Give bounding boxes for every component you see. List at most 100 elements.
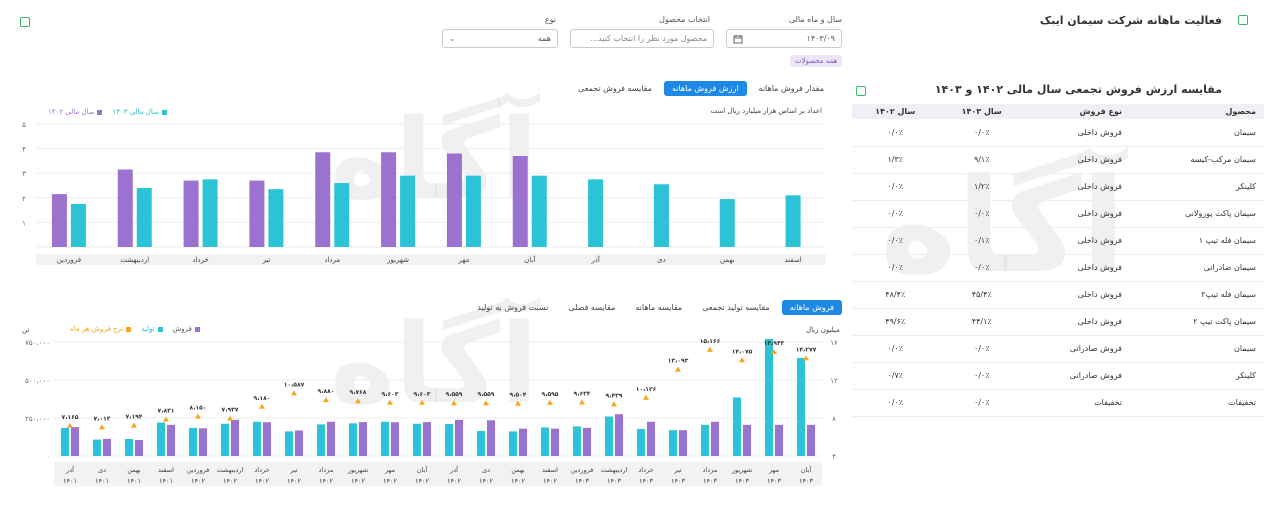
x-tick-month: خرداد (254, 466, 269, 474)
tab-cumulative-production[interactable]: مقایسه تولید تجمعی (702, 303, 770, 312)
rate-data-label: ۷،۹۳۷ (222, 407, 239, 414)
bar-sales (519, 428, 527, 456)
legend-label: فروش (172, 325, 192, 333)
legend-swatch-icon (157, 326, 163, 332)
tab-cumulative-sales[interactable]: مقایسه فروش تجمعی (578, 84, 652, 93)
legend-swatch-icon (161, 109, 167, 115)
cell-1403: ۴۵/۴٪ (938, 281, 1025, 309)
legend-item-sales[interactable]: فروش (173, 325, 200, 333)
tab-monthly-sales[interactable]: فروش ماهانه (781, 300, 842, 315)
th-product[interactable]: محصول (1129, 104, 1264, 119)
y-right-tick-label: ۱۶ (830, 339, 838, 347)
table-row: سیمان فروش داخلی ۰/۰٪ ۰/۰٪ (852, 119, 1264, 147)
rate-marker (675, 366, 681, 372)
cell-sales-type: فروش داخلی (1024, 173, 1130, 201)
bar-production (61, 427, 69, 456)
x-tick-year: ۱۴۰۲ (543, 477, 557, 485)
rate-data-label: ۸،۱۵۰ (190, 405, 207, 412)
bar-1403 (785, 195, 801, 247)
bar-sales (199, 428, 207, 456)
all-products-chip[interactable]: همه محصولات (790, 55, 843, 67)
legend-label: نرخ فروش هر ماه (70, 325, 124, 333)
x-tick-month: شهریور (347, 466, 368, 474)
cell-product: تخفیفات (1129, 389, 1264, 417)
cell-1402: ۰/۰٪ (852, 227, 939, 255)
bar-production (413, 423, 421, 456)
x-tick-year: ۱۴۰۲ (383, 477, 397, 485)
bar-production (733, 397, 741, 456)
y-tick-label: ۵ (22, 121, 26, 129)
rate-marker (707, 346, 713, 352)
tab-sales-production-ratio[interactable]: نسبت فروش به تولید (477, 303, 549, 312)
x-tick-month: بهمن (127, 466, 141, 474)
rate-marker (643, 394, 649, 400)
bar-1403 (400, 175, 416, 247)
x-tick-month: دی (98, 466, 106, 474)
x-tick-year: ۱۴۰۲ (191, 477, 205, 485)
rate-data-label: ۷،۱۹۴ (126, 414, 143, 421)
legend-item-1402[interactable]: سال مالی ۱۴۰۲ (48, 108, 103, 116)
rate-data-label: ۹،۴۳۹ (606, 392, 623, 399)
tab-monthly-quantity[interactable]: مقدار فروش ماهانه (758, 84, 824, 93)
bar-production (605, 416, 613, 456)
bar-sales (551, 428, 559, 456)
rate-data-label: ۱۰،۵۸۷ (284, 381, 305, 388)
bar-1402 (512, 155, 528, 247)
x-tick-year: ۱۴۰۲ (255, 477, 269, 485)
x-tick-month: فروردین (571, 466, 594, 474)
tab-monthly-value[interactable]: ارزش فروش ماهانه (663, 81, 747, 96)
export-table-icon[interactable] (856, 86, 866, 96)
y-tick-label: ۴ (22, 146, 26, 154)
bar-production (541, 427, 549, 456)
th-sales-type[interactable]: نوع فروش (1024, 104, 1130, 119)
tab-monthly-compare[interactable]: مقایسه ماهانه (635, 303, 683, 312)
rate-marker (611, 401, 617, 407)
x-tick-label: فروردین (57, 256, 81, 264)
x-tick-year: ۱۴۰۳ (767, 477, 781, 485)
bar-production (477, 430, 485, 456)
bar-production (349, 423, 357, 456)
rate-marker (259, 403, 265, 409)
th-year-1403[interactable]: سال ۱۴۰۳ (938, 104, 1025, 119)
x-tick-year: ۱۴۰۳ (671, 477, 685, 485)
x-tick-year: ۱۴۰۳ (703, 477, 717, 485)
x-tick-month: خرداد (638, 466, 653, 474)
rate-data-label: ۹،۶۰۳ (382, 391, 399, 398)
bar-1402 (183, 180, 199, 247)
x-tick-month: فروردین (187, 466, 210, 474)
bar-1403 (465, 175, 481, 247)
cell-1403: ۰/۰٪ (938, 254, 1025, 282)
th-year-1402[interactable]: سال ۱۴۰۲ (852, 104, 939, 119)
export-icon[interactable] (1238, 15, 1248, 25)
cell-1403: ۰/۰٪ (938, 119, 1025, 147)
bar-production (125, 438, 133, 456)
cell-1403: ۴۴/۱٪ (938, 308, 1025, 336)
rate-data-label: ۹،۵۰۴ (510, 392, 527, 399)
bar-production (221, 423, 229, 456)
legend-swatch-icon (194, 326, 200, 332)
x-tick-year: ۱۴۰۲ (511, 477, 525, 485)
y-right-tick-label: ۴ (832, 453, 836, 461)
top-chart-note: اعداد بر اساس هزار میلیارد ریال است (710, 107, 822, 115)
legend-item-production[interactable]: تولید (141, 325, 163, 333)
rate-data-label: ۱۳،۰۹۳ (668, 358, 689, 365)
tab-seasonal-compare[interactable]: مقایسه فصلی (568, 303, 616, 312)
legend-item-1403[interactable]: سال مالی ۱۴۰۳ (112, 108, 167, 116)
table-row: تخفیفات تخفیفات ۰/۰٪ ۰/۰٪ (852, 389, 1264, 417)
rate-data-label: ۱۵،۱۶۶ (700, 338, 721, 345)
export-icon-left[interactable] (20, 17, 30, 27)
x-tick-month: اسفند (158, 466, 174, 474)
bar-production (573, 426, 581, 456)
bar-production (509, 431, 517, 456)
rate-marker (355, 398, 361, 404)
type-select[interactable]: همه ⌄ (442, 29, 558, 48)
y-left-tick-label: ۷۵۰،۰۰۰ (25, 339, 50, 347)
product-select[interactable]: محصول مورد نظر را انتخاب کنید... (570, 29, 714, 48)
bar-1403 (334, 183, 350, 247)
x-tick-label: مهر (457, 256, 469, 264)
legend-item-rate[interactable]: نرخ فروش هر ماه (70, 325, 132, 333)
x-tick-label: دی (657, 256, 666, 264)
monthly-sales-chart: ۰ ۲۵۰،۰۰۰ ۵۰۰،۰۰۰ ۷۵۰،۰۰۰ ۴ ۸ ۱۲ ۱۶ ۱۴،۲۷۷ آبان ۱۴… (25, 338, 838, 486)
y-right-tick-label: ۸ (832, 415, 836, 423)
year-month-input[interactable]: ۱۴۰۳/۰۹ (726, 29, 842, 48)
